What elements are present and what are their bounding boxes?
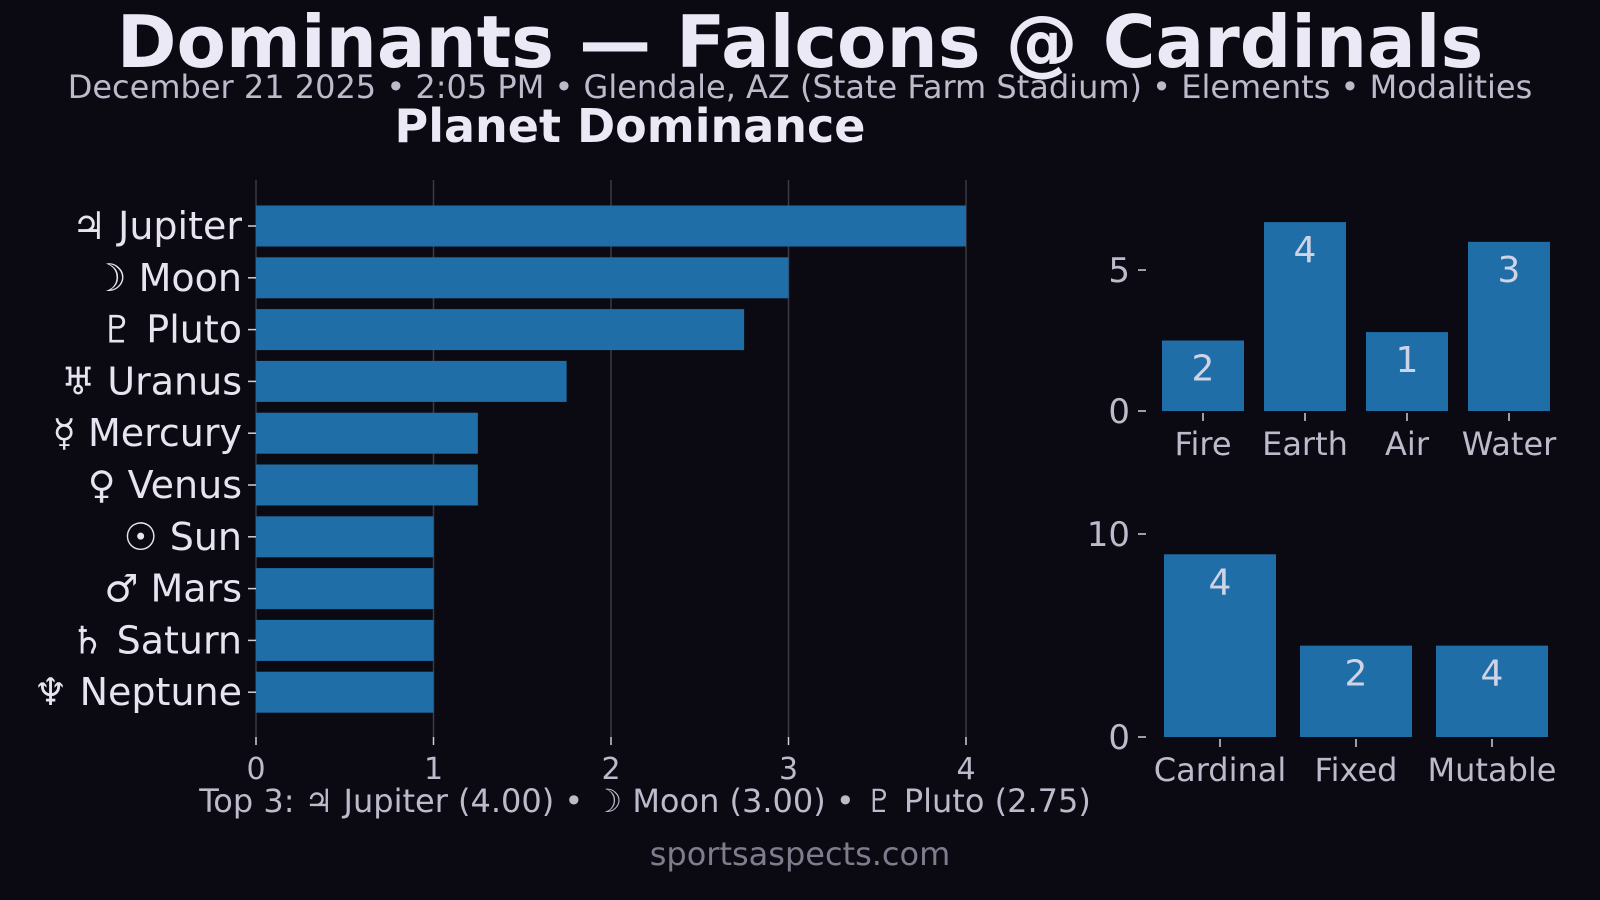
- page-title: Dominants — Falcons @ Cardinals: [116, 0, 1484, 84]
- modalities-bar-fixed: [1300, 645, 1412, 737]
- y-tick-label: ♂ Mars: [104, 567, 242, 611]
- modalities-chart: 0 10 4 Cardinal 2 Fixed 4 Mutable: [1087, 515, 1557, 789]
- bar-sun: [256, 516, 434, 558]
- y-tick-label: ☿ Mercury: [53, 411, 242, 455]
- modalities-bar-mutable: [1436, 645, 1548, 737]
- elements-x-tick-label: Fire: [1174, 425, 1231, 463]
- top3-summary: Top 3: ♃ Jupiter (4.00) • ☽ Moon (3.00) …: [199, 782, 1091, 820]
- modalities-y-tick-label: 0: [1108, 718, 1130, 758]
- modalities-bar-cardinal: [1164, 554, 1276, 737]
- y-tick-label: ♃ Jupiter: [72, 204, 242, 248]
- modalities-y-tick-label: 10: [1087, 515, 1130, 555]
- modalities-data-label: 2: [1345, 654, 1368, 695]
- modalities-x-tick-label: Fixed: [1315, 751, 1398, 789]
- planet-chart-title: Planet Dominance: [395, 99, 866, 153]
- elements-y-tick-label: 5: [1108, 251, 1130, 291]
- y-tick-label: ♆ Neptune: [33, 670, 242, 714]
- x-tick-label: 4: [956, 752, 975, 787]
- elements-bar-fire: [1162, 340, 1244, 411]
- y-tick-label: ♅ Uranus: [61, 359, 242, 403]
- modalities-x-tick-label: Mutable: [1428, 751, 1557, 789]
- modalities-x-tick-label: Cardinal: [1154, 751, 1287, 789]
- y-tick-label: ☽ Moon: [92, 256, 242, 300]
- modalities-data-label: 4: [1481, 654, 1504, 695]
- page-subtitle: December 21 2025 • 2:05 PM • Glendale, A…: [67, 68, 1533, 106]
- elements-data-label: 4: [1294, 230, 1317, 271]
- bar-pluto: [256, 309, 745, 351]
- elements-chart: 0 5 2 Fire 4 Earth 1 Air 3 Water: [1108, 222, 1557, 463]
- elements-x-tick-label: Water: [1462, 425, 1557, 463]
- elements-data-label: 2: [1192, 349, 1215, 390]
- elements-data-label: 1: [1396, 340, 1419, 381]
- x-tick-label: 1: [424, 752, 443, 787]
- x-tick-label: 3: [779, 752, 798, 787]
- y-tick-label: ♇ Pluto: [100, 308, 242, 352]
- planet-dominance-chart: Planet Dominance ♃ Jupiter ☽ Moon ♇ Pluto ♅ …: [33, 99, 975, 787]
- bar-mars: [256, 568, 434, 610]
- y-tick-label: ♀ Venus: [88, 463, 242, 507]
- x-tick-label: 0: [246, 752, 265, 787]
- bar-venus: [256, 464, 478, 506]
- elements-x-tick-label: Air: [1385, 425, 1430, 463]
- watermark: sportsaspects.com: [649, 835, 951, 873]
- bar-saturn: [256, 619, 434, 661]
- bar-moon: [256, 257, 789, 299]
- bar-uranus: [256, 360, 567, 402]
- elements-y-tick-label: 0: [1108, 392, 1130, 432]
- x-tick-label: 2: [601, 752, 620, 787]
- y-tick-label: ☉ Sun: [124, 515, 242, 559]
- modalities-data-label: 4: [1209, 562, 1232, 603]
- elements-bar-water: [1468, 241, 1550, 411]
- elements-bar-air: [1366, 332, 1448, 411]
- elements-x-tick-label: Earth: [1262, 425, 1348, 463]
- y-tick-label: ♄ Saturn: [70, 618, 242, 662]
- elements-data-label: 3: [1498, 250, 1521, 291]
- bar-neptune: [256, 671, 434, 713]
- bar-jupiter: [256, 205, 966, 247]
- elements-bar-earth: [1264, 222, 1346, 411]
- bar-mercury: [256, 412, 478, 454]
